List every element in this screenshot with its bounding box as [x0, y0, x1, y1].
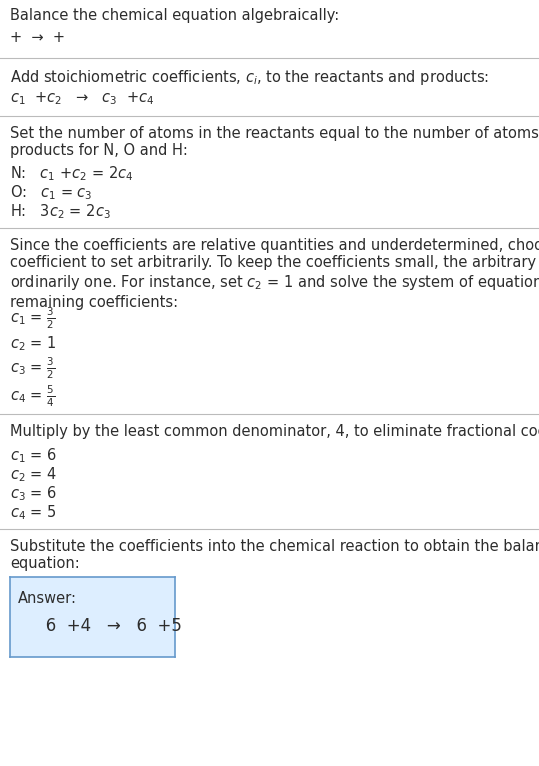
Text: $c_4$ = $\frac{5}{4}$: $c_4$ = $\frac{5}{4}$	[10, 384, 55, 409]
Text: H:   3$c_2$ = 2$c_3$: H: 3$c_2$ = 2$c_3$	[10, 202, 110, 221]
Text: Add stoichiometric coefficients, $c_i$, to the reactants and products:: Add stoichiometric coefficients, $c_i$, …	[10, 68, 489, 87]
Text: $c_3$ = 6: $c_3$ = 6	[10, 484, 57, 502]
Text: $c_1$ = $\frac{3}{2}$: $c_1$ = $\frac{3}{2}$	[10, 306, 55, 332]
Text: +  →  +: + → +	[10, 30, 65, 45]
Text: $c_3$ = $\frac{3}{2}$: $c_3$ = $\frac{3}{2}$	[10, 356, 55, 381]
Text: $c_1$  +$c_2$   →   $c_3$  +$c_4$: $c_1$ +$c_2$ → $c_3$ +$c_4$	[10, 90, 154, 106]
Text: N:   $c_1$ +$c_2$ = 2$c_4$: N: $c_1$ +$c_2$ = 2$c_4$	[10, 164, 134, 183]
Text: O:   $c_1$ = $c_3$: O: $c_1$ = $c_3$	[10, 183, 93, 201]
Text: Balance the chemical equation algebraically:: Balance the chemical equation algebraica…	[10, 8, 339, 23]
Text: $c_4$ = 5: $c_4$ = 5	[10, 503, 57, 522]
Text: Multiply by the least common denominator, 4, to eliminate fractional coefficient: Multiply by the least common denominator…	[10, 424, 539, 439]
Text: $c_2$ = 4: $c_2$ = 4	[10, 465, 57, 483]
Text: $c_2$ = 1: $c_2$ = 1	[10, 334, 57, 352]
Text: Answer:: Answer:	[18, 591, 77, 606]
Text: 6  +4   →   6  +5: 6 +4 → 6 +5	[30, 617, 182, 635]
Text: Substitute the coefficients into the chemical reaction to obtain the balanced
eq: Substitute the coefficients into the che…	[10, 539, 539, 571]
Text: Set the number of atoms in the reactants equal to the number of atoms in the
pro: Set the number of atoms in the reactants…	[10, 126, 539, 159]
Text: $c_1$ = 6: $c_1$ = 6	[10, 446, 57, 465]
Text: Since the coefficients are relative quantities and underdetermined, choose a
coe: Since the coefficients are relative quan…	[10, 238, 539, 309]
